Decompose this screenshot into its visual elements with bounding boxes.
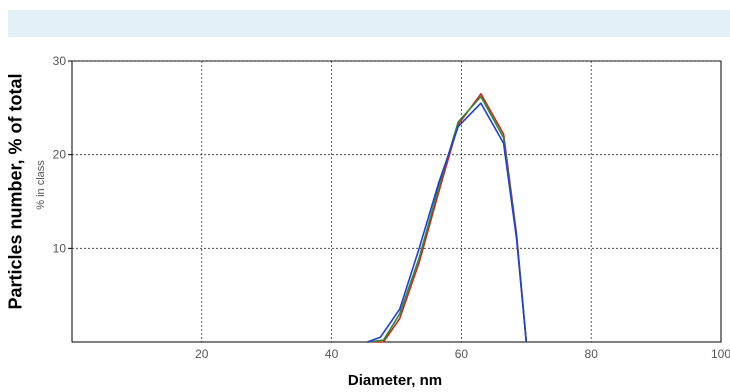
top-banner	[8, 10, 730, 37]
x-tick-label: 20	[195, 347, 209, 361]
y-tick-label: 20	[53, 148, 67, 162]
x-tick-label: 80	[585, 347, 599, 361]
x-axis-title: Diameter, nm	[347, 372, 443, 389]
x-tick-label: 100	[711, 347, 730, 361]
x-tick-label: 40	[325, 347, 339, 361]
series-line-3	[367, 102, 528, 343]
x-tick-label: 60	[455, 347, 469, 361]
plot-frame	[71, 60, 722, 343]
y-tick-label: 10	[53, 241, 67, 255]
y-tick-label: 30	[53, 54, 67, 68]
